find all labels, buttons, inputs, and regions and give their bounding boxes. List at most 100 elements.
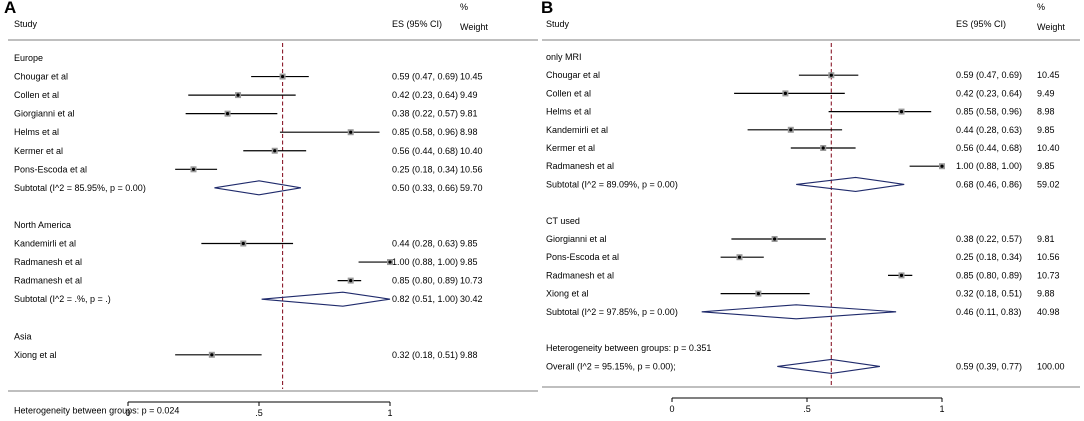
study-label: Giorgianni et al	[546, 234, 607, 244]
study-label: Kermer et al	[546, 143, 595, 153]
weight-value: 10.40	[1037, 143, 1060, 153]
subtotal-diamond	[214, 180, 302, 196]
header-es: ES (95% CI)	[392, 19, 442, 29]
weight-value: 10.56	[460, 164, 483, 174]
header-percent: %	[1037, 2, 1045, 12]
forest-plot-b: Study ES (95% CI)% Weight only MRI Chougar e…	[542, 2, 1080, 414]
weight-value: 10.73	[460, 276, 483, 286]
study-label: Kandemirli et al	[546, 125, 608, 135]
weight-value: 59.70	[460, 183, 483, 193]
header-study: Study	[546, 19, 570, 29]
study-label: Chougar et al	[14, 72, 68, 82]
point-estimate	[899, 110, 904, 114]
study-label: Xiong et al	[546, 289, 589, 299]
subtotal-diamond	[261, 291, 391, 307]
study-label: Collen et al	[546, 88, 591, 98]
point-estimate	[821, 146, 825, 150]
study-label: Radmanesh et al	[546, 270, 614, 280]
es-ci-value: 0.44 (0.28, 0.63)	[956, 125, 1022, 135]
es-ci-value: 1.00 (0.88, 1.00)	[392, 257, 458, 267]
study-label: Giorgianni et al	[14, 109, 75, 119]
weight-value: 9.81	[1037, 234, 1055, 244]
header-percent: %	[460, 2, 468, 12]
point-estimate	[236, 93, 240, 97]
group-label: Asia	[14, 331, 32, 341]
x-tick-label: 0	[125, 408, 130, 418]
study-label: Helms et al	[546, 107, 591, 117]
es-ci-value: 0.38 (0.22, 0.57)	[956, 234, 1022, 244]
es-ci-value: 0.46 (0.11, 0.83)	[956, 307, 1021, 317]
panel-a-letter: A	[4, 0, 17, 17]
study-label: Radmanesh et al	[14, 257, 82, 267]
heterogeneity-label: Heterogeneity between groups: p = 0.024	[14, 405, 179, 415]
point-estimate	[388, 260, 392, 264]
point-estimate	[273, 149, 277, 153]
study-label: Chougar et al	[546, 70, 600, 80]
study-label: Pons-Escoda et al	[14, 164, 87, 174]
point-estimate	[280, 74, 285, 79]
weight-value: 9.88	[460, 350, 478, 360]
x-tick-label: 0	[669, 404, 674, 414]
es-ci-value: 0.85 (0.58, 0.96)	[392, 127, 458, 137]
point-estimate	[210, 353, 214, 357]
x-tick-label: 1	[939, 404, 944, 414]
subtotal-diamond	[701, 304, 897, 320]
weight-value: 100.00	[1037, 361, 1065, 371]
weight-value: 9.49	[1037, 88, 1055, 98]
es-ci-value: 0.56 (0.44, 0.68)	[392, 146, 458, 156]
weight-value: 30.42	[460, 294, 483, 304]
point-estimate	[225, 112, 230, 116]
subtotal-label: Subtotal (I^2 = 89.09%, p = 0.00)	[546, 179, 678, 189]
point-estimate	[899, 273, 904, 277]
es-ci-value: 0.85 (0.80, 0.89)	[392, 276, 458, 286]
es-ci-value: 0.59 (0.47, 0.69)	[392, 72, 458, 82]
group-label: Europe	[14, 53, 43, 63]
header-weight: Weight	[460, 22, 488, 32]
es-ci-value: 0.42 (0.23, 0.64)	[392, 90, 458, 100]
header-study: Study	[14, 19, 38, 29]
heterogeneity-label: Heterogeneity between groups: p = 0.351	[546, 343, 711, 353]
point-estimate	[191, 167, 196, 171]
es-ci-value: 0.25 (0.18, 0.34)	[392, 164, 458, 174]
weight-value: 9.85	[460, 239, 478, 249]
subtotal-label: Subtotal (I^2 = .%, p = .)	[14, 294, 111, 304]
group-label: CT used	[546, 216, 580, 226]
weight-value: 9.88	[1037, 289, 1055, 299]
point-estimate	[789, 128, 793, 132]
es-ci-value: 0.59 (0.47, 0.69)	[956, 70, 1022, 80]
panel-b-letter: B	[541, 0, 554, 17]
study-label: Pons-Escoda et al	[546, 252, 619, 262]
forest-plot-a: Study ES (95% CI)% Weight Europe Chougar et …	[8, 2, 538, 418]
es-ci-value: 0.56 (0.44, 0.68)	[956, 143, 1022, 153]
study-label: Kermer et al	[14, 146, 63, 156]
x-tick-label: 1	[387, 408, 392, 418]
point-estimate	[940, 164, 944, 168]
es-ci-value: 0.85 (0.80, 0.89)	[956, 270, 1022, 280]
es-ci-value: 0.44 (0.28, 0.63)	[392, 239, 458, 249]
es-ci-value: 0.59 (0.39, 0.77)	[956, 361, 1022, 371]
header-es: ES (95% CI)	[956, 19, 1006, 29]
es-ci-value: 0.32 (0.18, 0.51)	[956, 289, 1022, 299]
weight-value: 10.56	[1037, 252, 1060, 262]
weight-value: 9.49	[460, 90, 478, 100]
point-estimate	[737, 255, 742, 259]
x-tick-label: .5	[803, 404, 811, 414]
point-estimate	[773, 237, 777, 241]
es-ci-value: 1.00 (0.88, 1.00)	[956, 161, 1022, 171]
point-estimate	[349, 279, 353, 283]
group-label: only MRI	[546, 52, 582, 62]
study-label: Radmanesh et al	[14, 276, 82, 286]
weight-value: 9.85	[1037, 161, 1055, 171]
weight-value: 9.81	[460, 109, 478, 119]
weight-value: 10.40	[460, 146, 483, 156]
es-ci-value: 0.25 (0.18, 0.34)	[956, 252, 1022, 262]
group-label: North America	[14, 220, 71, 230]
es-ci-value: 0.82 (0.51, 1.00)	[392, 294, 458, 304]
x-tick-label: .5	[255, 408, 263, 418]
point-estimate	[349, 130, 353, 134]
point-estimate	[241, 241, 245, 246]
point-estimate	[783, 91, 787, 95]
weight-value: 10.73	[1037, 270, 1060, 280]
es-ci-value: 0.32 (0.18, 0.51)	[392, 350, 458, 360]
es-ci-value: 0.50 (0.33, 0.66)	[392, 183, 458, 193]
